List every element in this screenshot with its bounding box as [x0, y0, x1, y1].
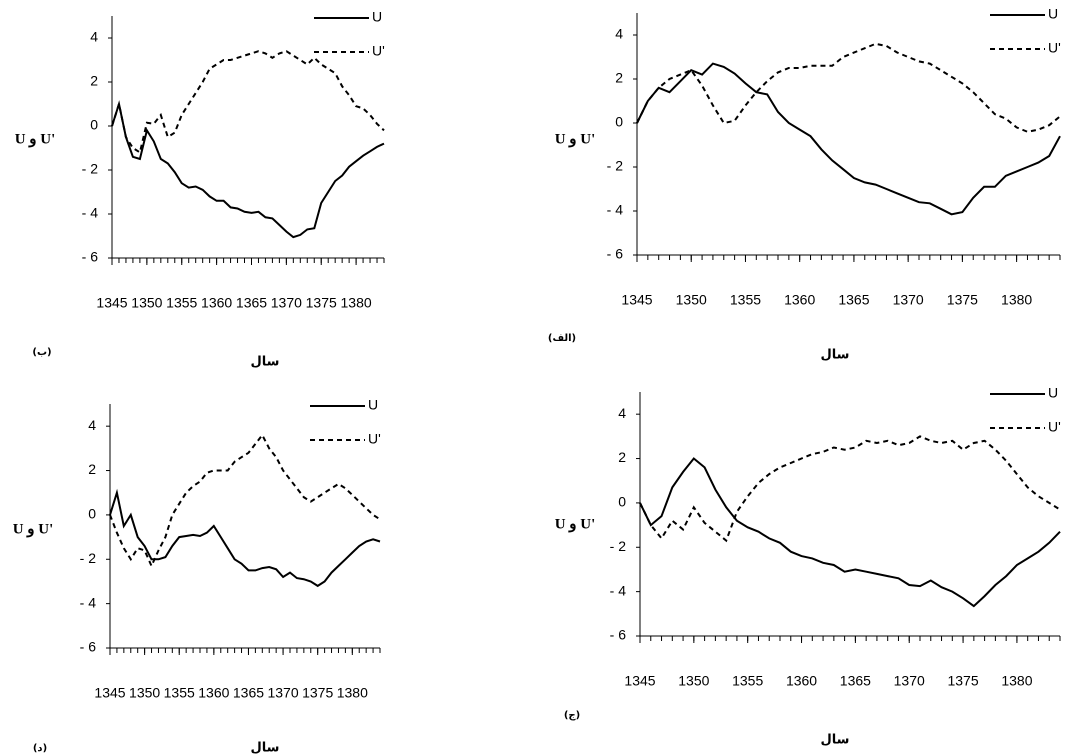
legend-label: U [1048, 385, 1058, 401]
x-tick-label: 1350 [676, 292, 707, 308]
y-tick-label: - 4 [607, 202, 624, 218]
x-tick-label: 1355 [732, 673, 763, 689]
y-tick-label: - 2 [610, 538, 627, 554]
x-tick-label: 1355 [730, 292, 761, 308]
y-tick-label: - 2 [82, 161, 99, 177]
x-tick-label: 1380 [1001, 673, 1032, 689]
x-tick-label: 1370 [271, 295, 302, 311]
series-line [109, 433, 381, 569]
x-tick-label: 1350 [131, 295, 162, 311]
y-tick-label: 2 [88, 461, 96, 477]
y-tick-label: 0 [615, 114, 623, 130]
x-tick-label: 1360 [784, 292, 815, 308]
series-line [111, 50, 385, 154]
y-axis-label: U و U' [15, 131, 56, 147]
x-tick-label: 1375 [947, 673, 978, 689]
x-axis-label: سال [251, 741, 280, 756]
x-tick-label: 1365 [840, 673, 871, 689]
x-tick-label: 1365 [838, 292, 869, 308]
x-axis-label: سال [251, 355, 280, 370]
x-axis-label: سال [821, 733, 850, 748]
legend-label: U [372, 9, 382, 25]
y-tick-label: - 6 [607, 246, 624, 262]
x-tick-label: 1365 [236, 295, 267, 311]
series-line [639, 435, 1061, 543]
y-tick-label: 4 [90, 29, 98, 45]
x-tick-label: 1345 [624, 673, 655, 689]
y-tick-label: 0 [90, 117, 98, 133]
y-tick-label: - 2 [80, 550, 97, 566]
x-tick-label: 1360 [201, 295, 232, 311]
y-tick-label: 4 [88, 417, 96, 433]
y-axis-label: U و U' [555, 131, 596, 147]
x-tick-label: 1375 [306, 295, 337, 311]
series-line [111, 100, 385, 239]
x-tick-label: 1345 [94, 685, 125, 701]
y-tick-label: 4 [615, 26, 623, 42]
x-tick-label: 1375 [302, 685, 333, 701]
y-tick-label: - 4 [610, 582, 627, 598]
series-line [636, 62, 1061, 216]
x-tick-label: 1365 [233, 685, 264, 701]
series-line [636, 42, 1061, 133]
panel-label: (د) [33, 743, 47, 754]
y-tick-label: - 6 [610, 627, 627, 643]
legend-label: U' [1048, 419, 1061, 435]
x-tick-label: 1345 [96, 295, 127, 311]
panel-label: (ج) [564, 710, 580, 721]
x-tick-label: 1355 [166, 295, 197, 311]
x-tick-label: 1380 [1001, 292, 1032, 308]
y-tick-label: - 4 [82, 205, 99, 221]
y-tick-label: 4 [618, 405, 626, 421]
y-tick-label: 0 [88, 506, 96, 522]
y-tick-label: 2 [618, 449, 626, 465]
legend-label: U [1048, 6, 1058, 22]
x-tick-label: 1350 [129, 685, 160, 701]
y-tick-label: - 6 [80, 639, 97, 655]
legend-label: U [368, 397, 378, 413]
x-tick-label: 1370 [894, 673, 925, 689]
y-tick-label: - 6 [82, 249, 99, 265]
x-tick-label: 1360 [786, 673, 817, 689]
y-axis-label: U و U' [555, 516, 596, 532]
legend-label: U' [368, 431, 381, 447]
x-tick-label: 1350 [678, 673, 709, 689]
series-line [639, 457, 1061, 608]
legend-label: U' [372, 43, 385, 59]
y-tick-label: - 2 [607, 158, 624, 174]
x-tick-label: 1360 [198, 685, 229, 701]
y-tick-label: - 4 [80, 594, 97, 610]
x-tick-label: 1370 [267, 685, 298, 701]
y-tick-label: 2 [90, 73, 98, 89]
y-tick-label: 2 [615, 70, 623, 86]
x-tick-label: 1380 [341, 295, 372, 311]
x-tick-label: 1345 [621, 292, 652, 308]
y-tick-label: 0 [618, 494, 626, 510]
x-tick-label: 1375 [947, 292, 978, 308]
panel-label: (الف) [548, 333, 576, 344]
series-line [109, 488, 381, 588]
x-tick-label: 1355 [164, 685, 195, 701]
panel-label: (ب) [32, 347, 51, 358]
x-axis-label: سال [821, 348, 850, 363]
legend-label: U' [1048, 40, 1061, 56]
x-tick-label: 1370 [893, 292, 924, 308]
x-tick-label: 1380 [337, 685, 368, 701]
y-axis-label: U و U' [13, 521, 54, 537]
